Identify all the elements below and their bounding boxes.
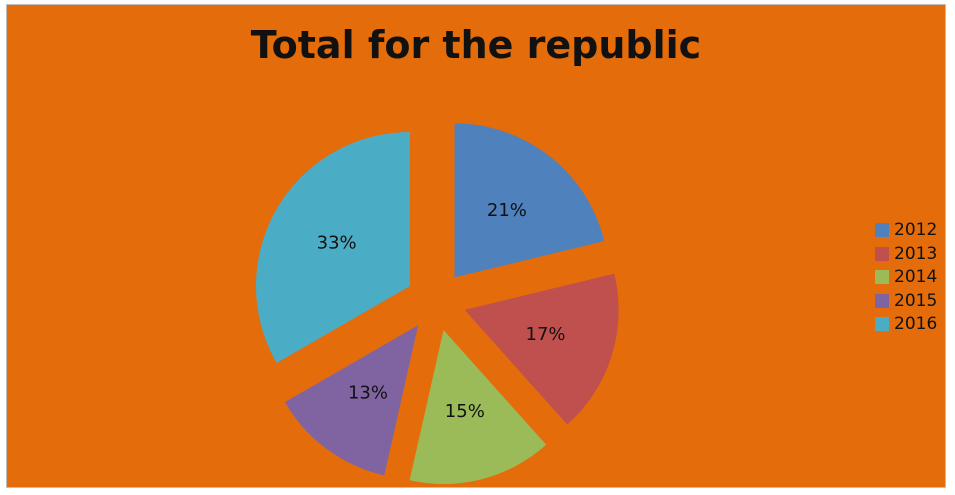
pie-slice-2015: [284, 325, 419, 476]
data-label-2016: 33%: [317, 233, 357, 254]
legend: 2012 2013 2014 2015 2016: [875, 219, 937, 337]
legend-label-2013: 2013: [894, 243, 938, 264]
legend-swatch-2015: [875, 293, 889, 308]
legend-label-2015: 2015: [894, 290, 938, 311]
legend-item-2016: 2016: [875, 313, 937, 335]
pie-slice-2013: [464, 273, 619, 425]
data-label-2013: 17%: [526, 324, 566, 345]
data-label-2012: 21%: [487, 200, 527, 221]
legend-swatch-2016: [875, 317, 889, 331]
pie-slice-2016: [256, 132, 411, 363]
legend-label-2016: 2016: [894, 314, 938, 334]
legend-label-2012: 2012: [894, 220, 938, 240]
data-label-2015: 13%: [348, 382, 388, 403]
chart-area: Total for the republic 21% 17% 15% 13% 33% 2…: [6, 4, 946, 488]
legend-swatch-2013: [875, 246, 889, 261]
data-label-2014: 15%: [445, 401, 485, 422]
legend-item-2015: 2015: [875, 290, 937, 312]
legend-label-2014: 2014: [894, 267, 938, 287]
legend-item-2012: 2012: [875, 219, 937, 241]
pie-slice-2012: [454, 123, 605, 278]
legend-item-2013: 2013: [875, 243, 937, 265]
pie-chart: 21% 17% 15% 13% 33%: [256, 123, 619, 485]
legend-swatch-2014: [875, 270, 889, 284]
legend-swatch-2012: [875, 223, 889, 237]
legend-item-2014: 2014: [875, 266, 937, 288]
pie-slice-2014: [409, 330, 547, 485]
chart-title: Total for the republic: [250, 23, 702, 67]
